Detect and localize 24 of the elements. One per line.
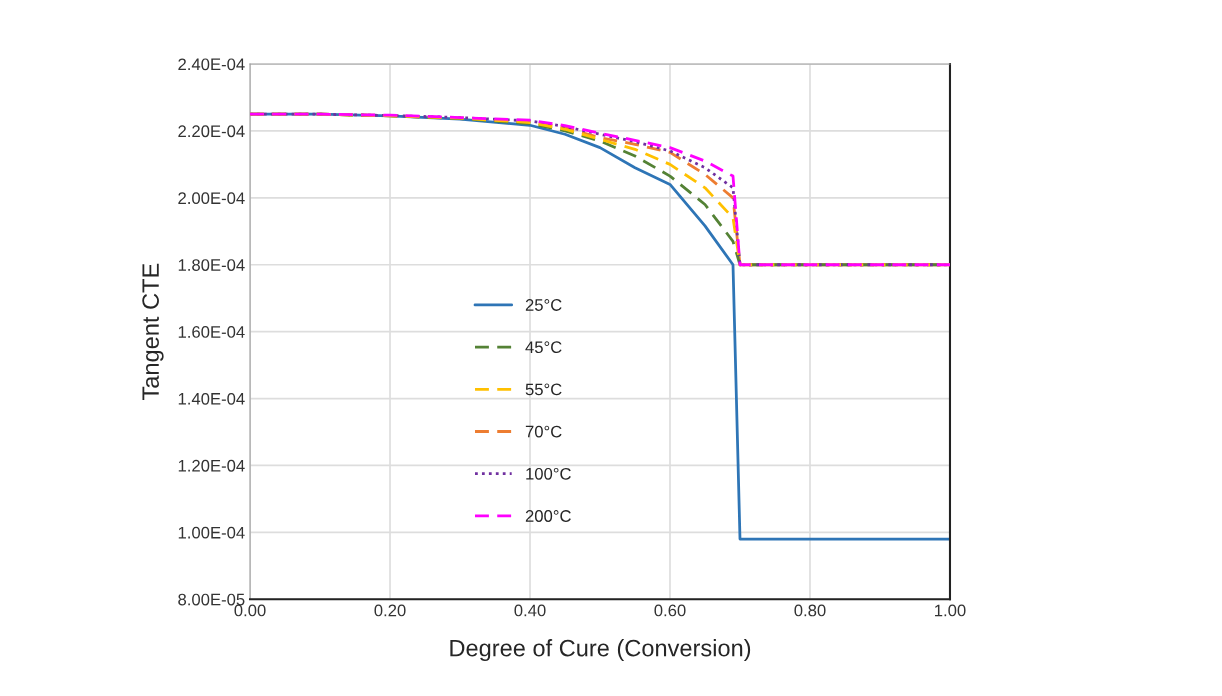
y-tick-label: 1.00E-04: [178, 526, 245, 539]
x-tick-label: 0.60: [654, 604, 686, 617]
x-tick-label: 0.40: [514, 604, 546, 617]
y-tick-label: 8.00E-05: [178, 593, 245, 606]
x-tick-label: 0.00: [234, 604, 266, 617]
y-tick-label: 1.60E-04: [178, 326, 245, 338]
x-tick-label: 0.80: [794, 604, 826, 617]
y-tick-label: 1.20E-04: [178, 459, 245, 472]
legend-label: 70°C: [525, 425, 562, 438]
legend-label: 45°C: [525, 341, 562, 354]
y-tick-label: 1.40E-04: [178, 392, 245, 405]
legend-label: 200°C: [525, 510, 571, 522]
line-series: [250, 112, 950, 267]
legend-label: 100°C: [526, 467, 571, 480]
y-tick-label: 1.80E-04: [178, 259, 245, 271]
y-tick-label: 2.00E-04: [178, 192, 245, 205]
x-tick-label: 1.00: [935, 604, 966, 617]
x-axis-title: Degree of Cure (Conversion): [450, 639, 751, 662]
legend-label: 25°C: [525, 299, 562, 311]
x-tick-label: 0.20: [374, 604, 406, 617]
y-tick-label: 2.40E-04: [178, 58, 245, 71]
y-axis-title: Tangent CTE: [142, 263, 164, 401]
legend-label: 55°C: [525, 383, 562, 396]
y-tick-label: 2.20E-04: [178, 125, 245, 138]
